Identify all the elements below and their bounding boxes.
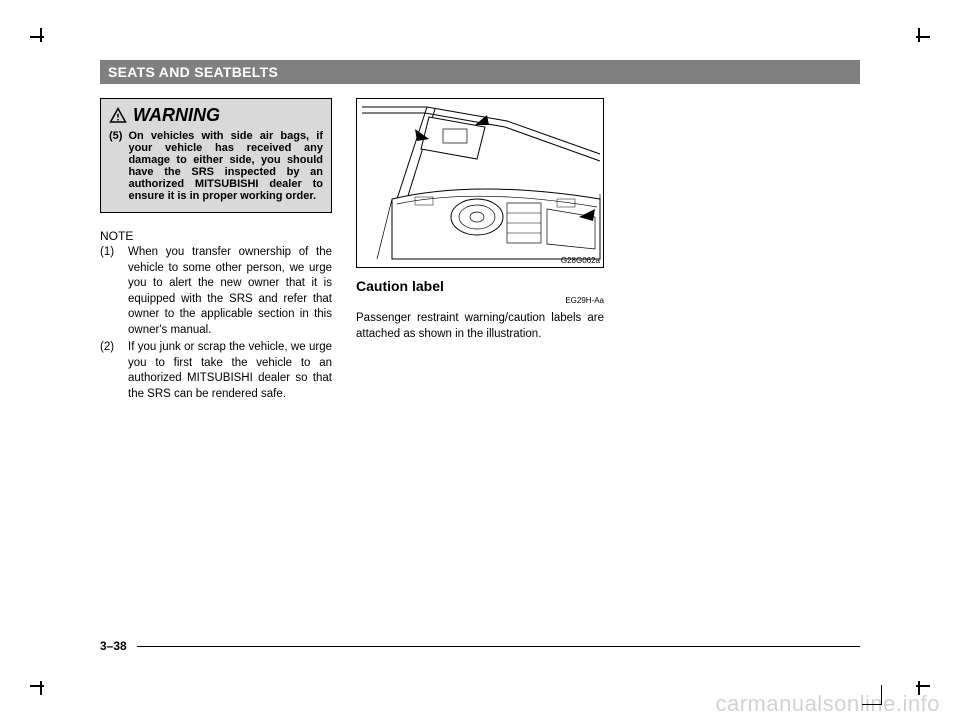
note-item: (1) When you transfer ownership of the v… (100, 245, 332, 338)
note-item-text: If you junk or scrap the vehicle, we urg… (128, 340, 332, 402)
note-list: (1) When you transfer ownership of the v… (100, 245, 332, 402)
dashboard-illustration-svg (357, 99, 604, 268)
column-layout: WARNING (5) On vehicles with side air ba… (100, 98, 860, 404)
watermark: carmanualsonline.info (715, 691, 940, 717)
illustration: G28G062a (356, 98, 604, 268)
figure-code: G28G062a (561, 256, 600, 265)
page-content: SEATS AND SEATBELTS WARNING (5) On vehic… (100, 60, 860, 663)
column-1: WARNING (5) On vehicles with side air ba… (100, 98, 332, 404)
warning-icon (109, 107, 127, 125)
caption-code: EG29H-Aa (356, 296, 604, 305)
caption-body: Passenger restraint warning/caution labe… (356, 311, 604, 342)
note-item-number: (2) (100, 340, 122, 402)
column-3 (628, 98, 860, 404)
warning-item-number: (5) (109, 130, 122, 202)
warning-item-text: On vehicles with side air bags, if your … (128, 130, 323, 202)
note-heading: NOTE (100, 229, 332, 243)
footer-rule (137, 646, 860, 647)
warning-heading-text: WARNING (133, 105, 220, 126)
warning-heading: WARNING (109, 105, 323, 126)
column-2: G28G062a Caution label EG29H-Aa Passenge… (356, 98, 604, 404)
warning-item: (5) On vehicles with side air bags, if y… (109, 130, 323, 202)
note-item-text: When you transfer ownership of the vehic… (128, 245, 332, 338)
note-item: (2) If you junk or scrap the vehicle, we… (100, 340, 332, 402)
page-number: 3–38 (100, 639, 127, 653)
note-item-number: (1) (100, 245, 122, 338)
caption-title: Caution label (356, 278, 604, 294)
section-header: SEATS AND SEATBELTS (100, 60, 860, 84)
warning-box: WARNING (5) On vehicles with side air ba… (100, 98, 332, 213)
page-footer: 3–38 (100, 639, 860, 653)
